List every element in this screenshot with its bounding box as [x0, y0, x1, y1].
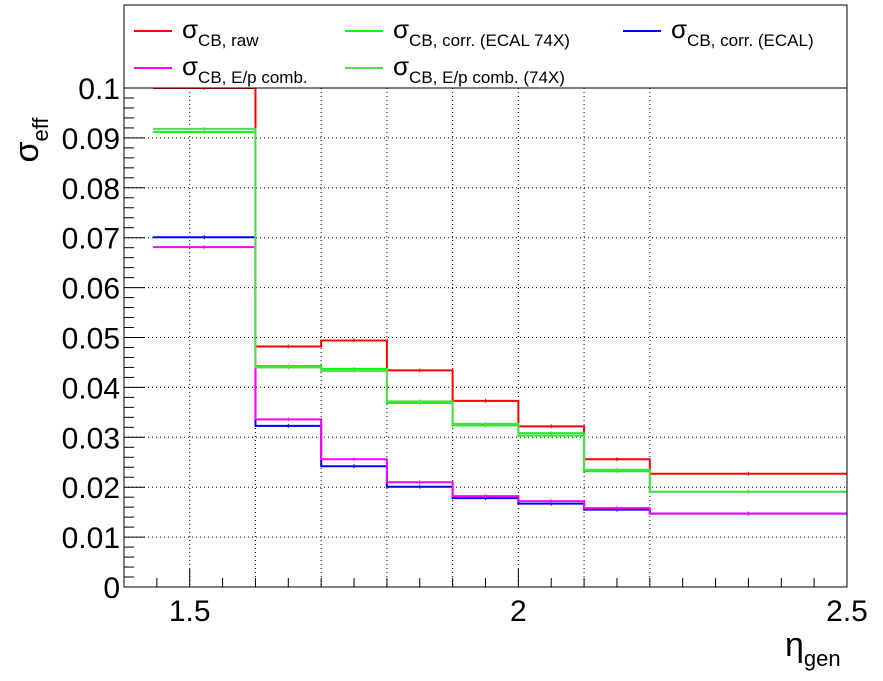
y-axis-title-main: σ — [8, 142, 46, 163]
x-tick-label: 2.5 — [826, 595, 868, 628]
y-tick-label: 0.04 — [62, 372, 120, 405]
y-tick-label: 0.1 — [78, 73, 120, 106]
y-tick-label: 0.03 — [62, 422, 120, 455]
y-tick-label: 0.08 — [62, 173, 120, 206]
y-tick-label: 0.01 — [62, 522, 120, 555]
y-tick-label: 0.07 — [62, 223, 120, 256]
y-axis-title-sub: eff — [28, 117, 53, 142]
y-tick-label: 0.05 — [62, 323, 120, 356]
grid-lines — [124, 88, 847, 587]
legend-label-4: σCB, E/p comb. — [182, 51, 308, 87]
x-axis-title-main: η — [785, 626, 804, 664]
x-tick-label: 2 — [510, 595, 527, 628]
tick-labels: 1.5 2 2.5 0 0.01 0.02 0.03 0.04 0.05 0.06 0.07 0.08… — [62, 73, 868, 628]
y-tick-label: 0.06 — [62, 273, 120, 306]
legend-label-2: σCB, corr. (ECAL 74X) — [393, 14, 570, 50]
y-axis-title: σeff — [8, 117, 53, 163]
y-tick-label: 0 — [103, 572, 120, 605]
x-tick-label: 1.5 — [169, 595, 211, 628]
legend-label-5: σCB, E/p comb. (74X) — [393, 51, 565, 87]
y-tick-label: 0.09 — [62, 123, 120, 156]
x-axis-title: ηgen — [785, 626, 841, 671]
y-tick-label: 0.02 — [62, 472, 120, 505]
series-line-3 — [153, 236, 847, 515]
legend-label-1: σCB, raw — [182, 14, 259, 50]
legend-box — [123, 4, 848, 89]
axis-ticks — [123, 87, 848, 588]
series-line-1 — [153, 87, 847, 475]
legend-label-3: σCB, corr. (ECAL) — [671, 14, 814, 50]
legend: σCB, raw σCB, corr. (ECAL 74X) σCB, corr. … — [123, 4, 848, 89]
x-axis-title-sub: gen — [804, 646, 841, 671]
series-lines — [153, 86, 847, 516]
